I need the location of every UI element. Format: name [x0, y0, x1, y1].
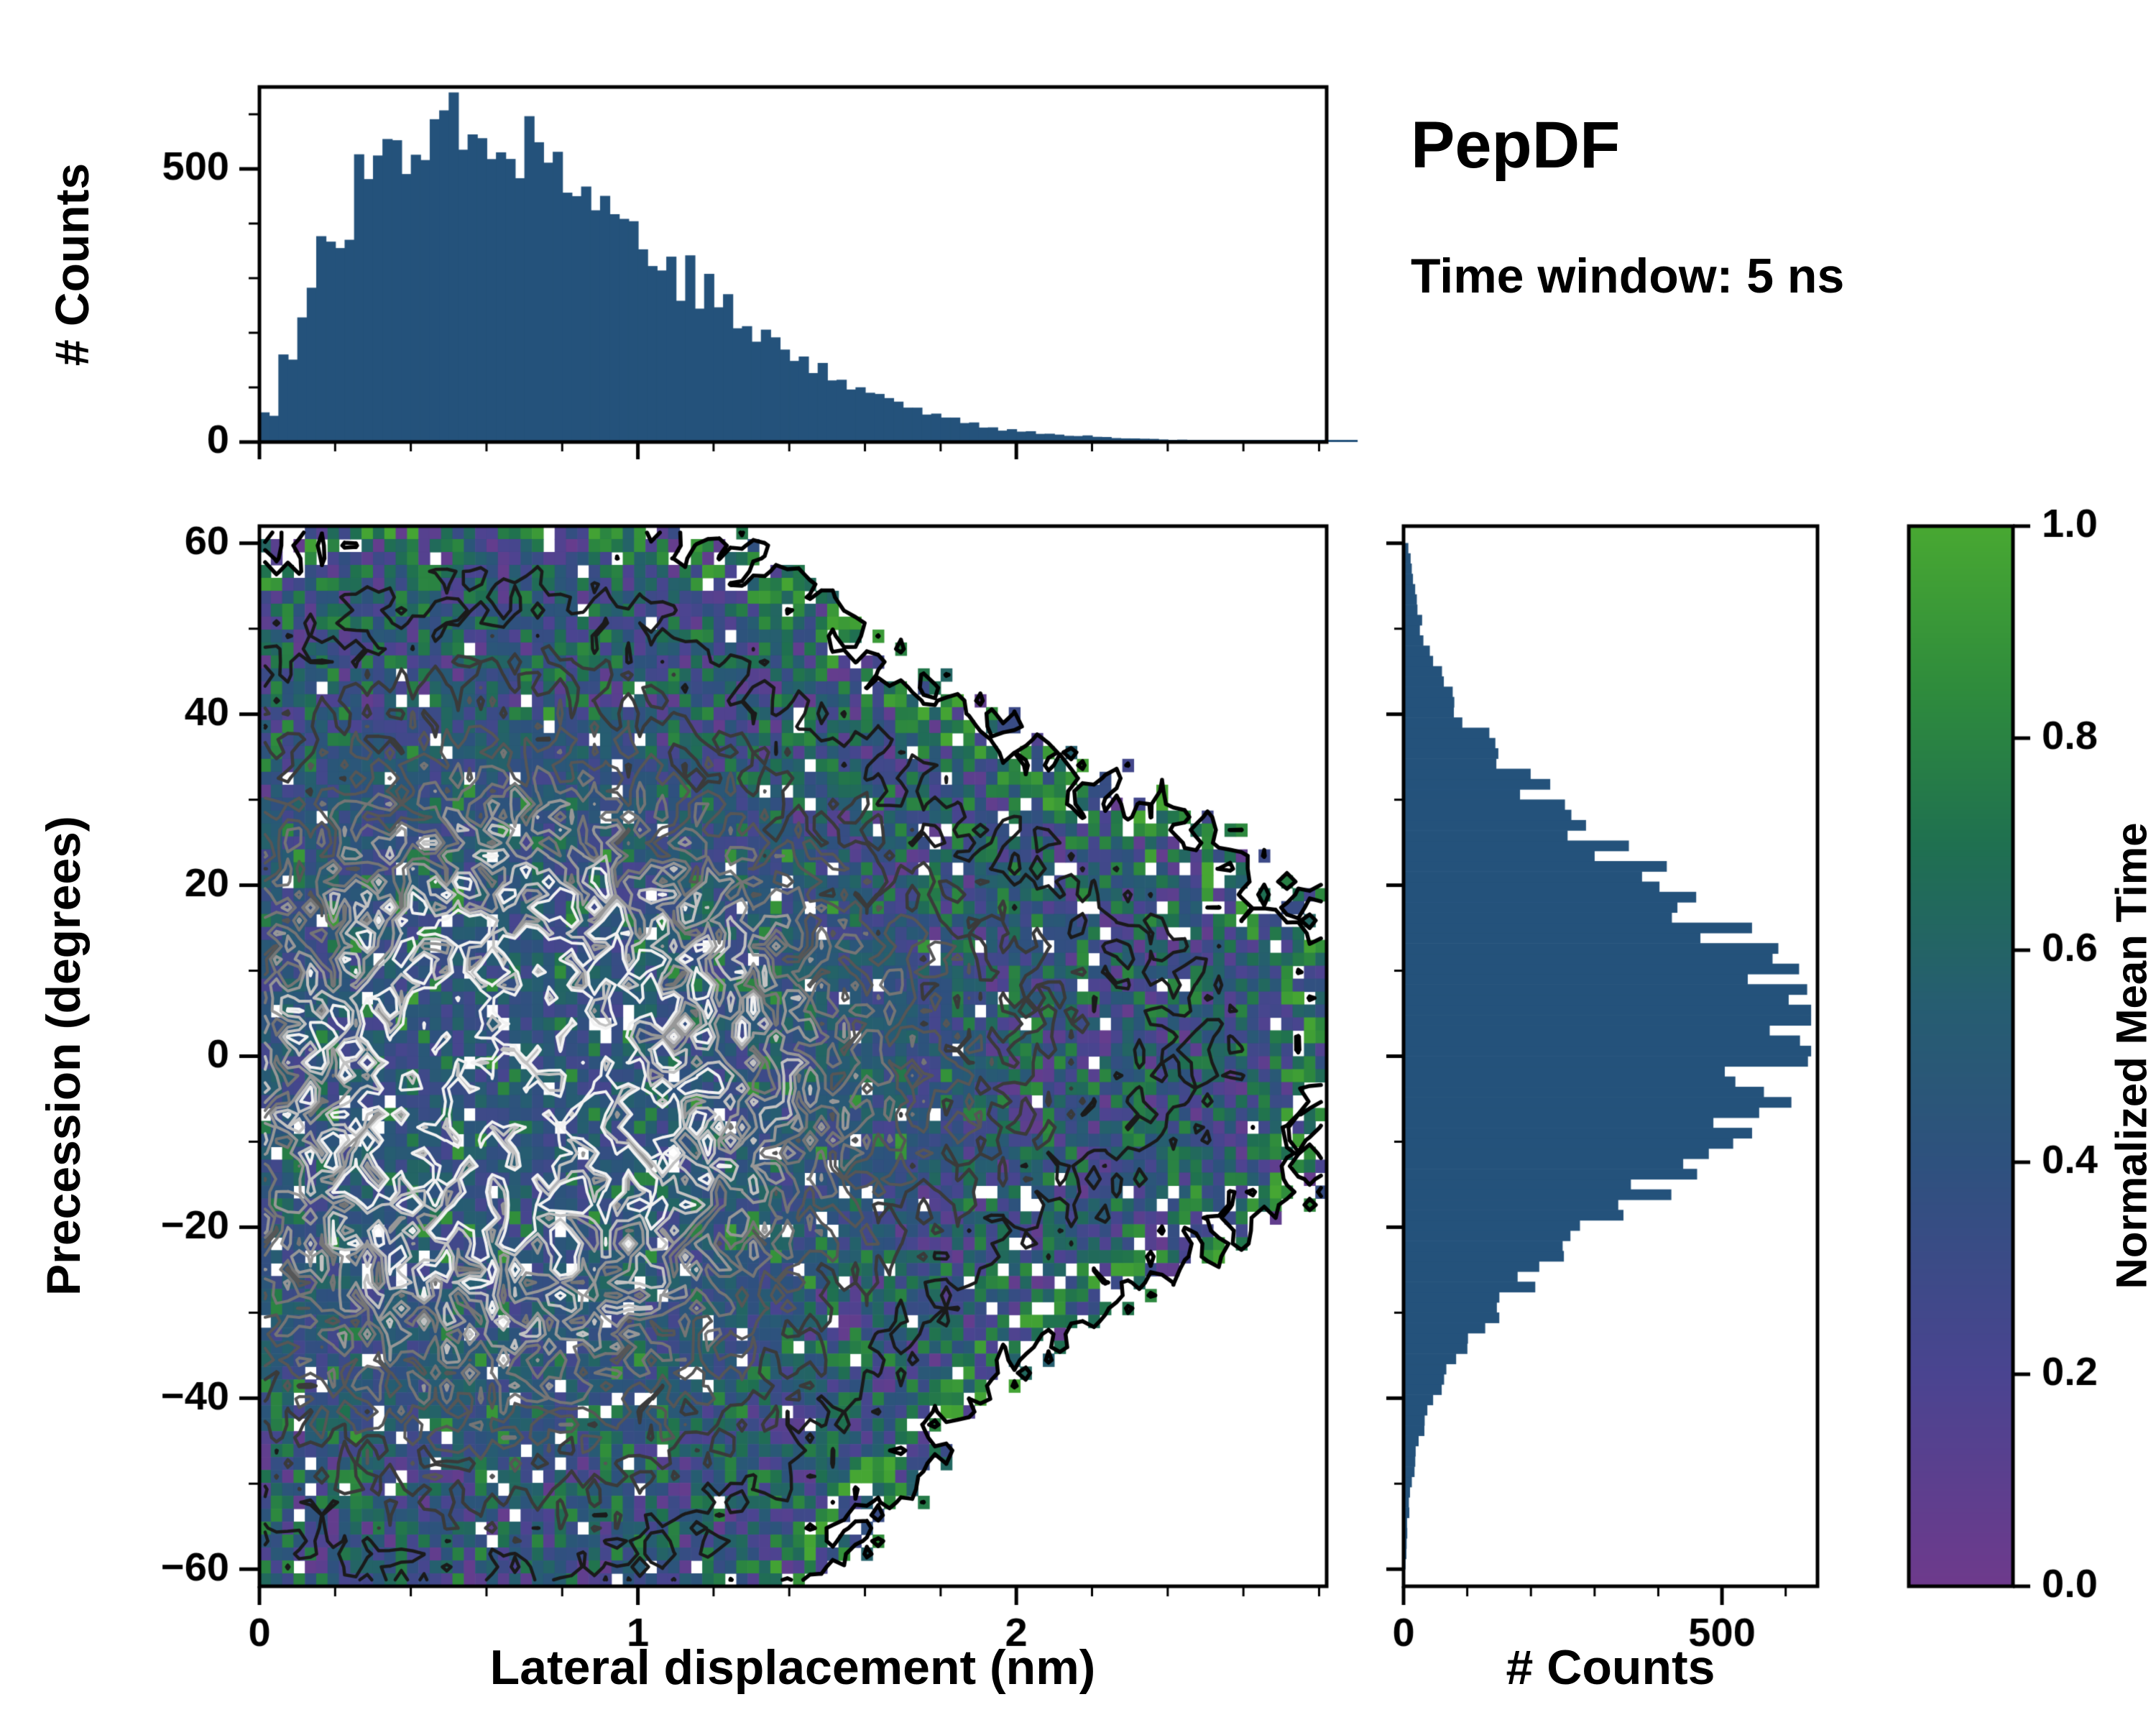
plot-subtitle: Time window: 5 ns [1411, 249, 1845, 303]
right-hist-xlabel: # Counts [1506, 1640, 1715, 1695]
main-plot-xlabel: Lateral displacement (nm) [489, 1640, 1096, 1695]
main-plot-ylabel: Precession (degrees) [37, 816, 90, 1296]
colorbar-label: Normalized Mean Time [2107, 822, 2156, 1289]
plot-title: PepDF [1411, 109, 1621, 182]
top-hist-ylabel: # Counts [45, 162, 98, 367]
